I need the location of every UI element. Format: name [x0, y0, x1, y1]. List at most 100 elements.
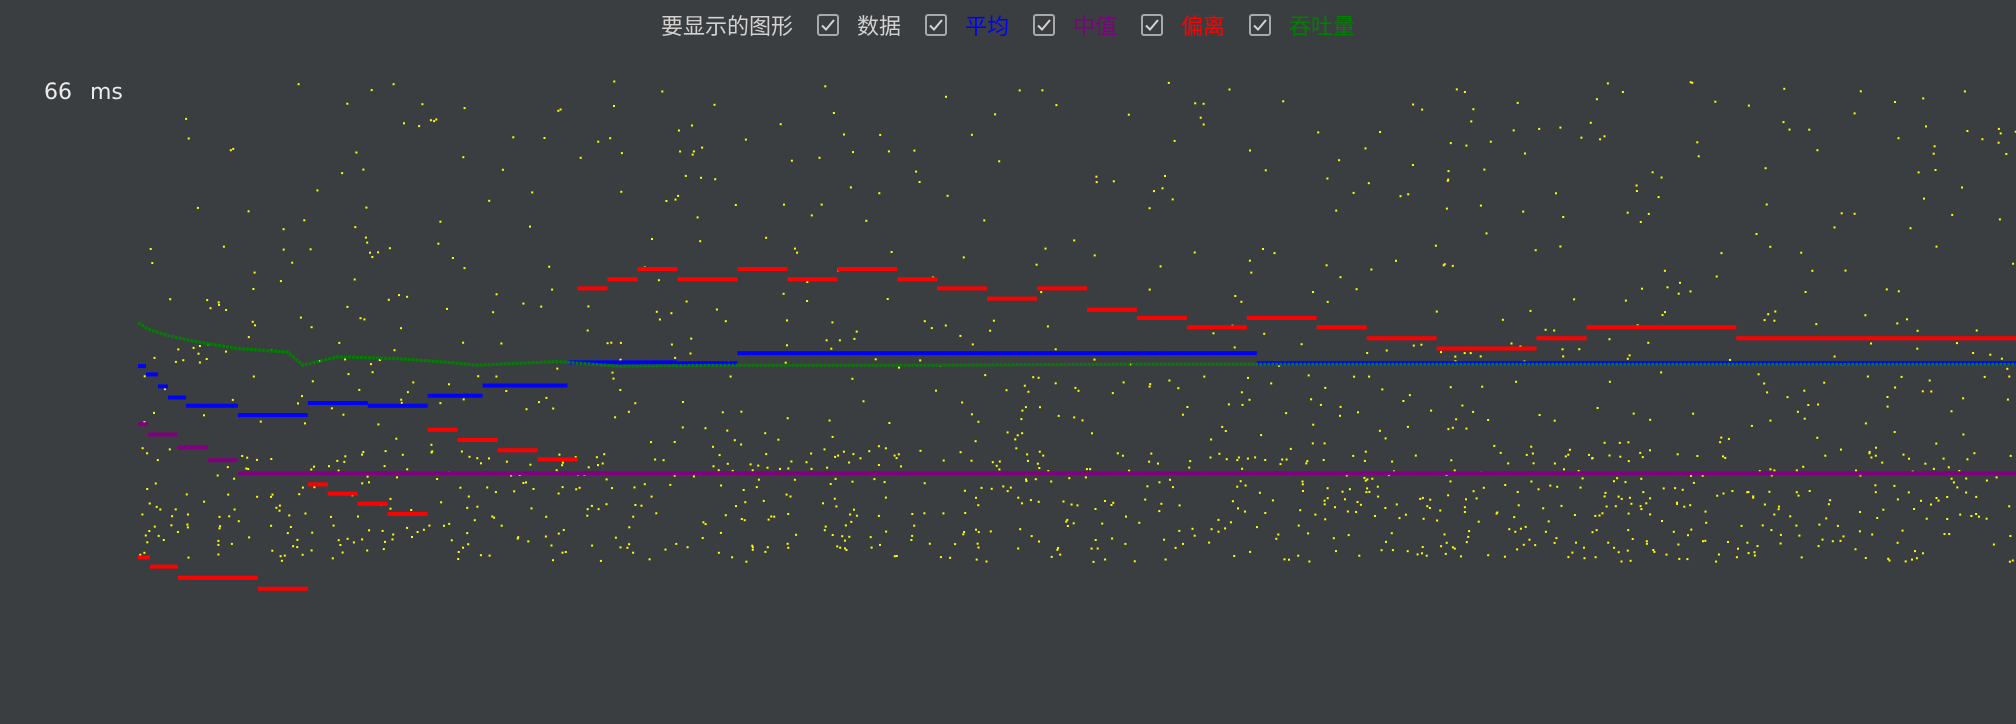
data-point: [785, 493, 788, 496]
data-point: [689, 352, 692, 355]
data-point: [1229, 521, 1232, 524]
data-point: [655, 512, 658, 515]
data-point: [734, 204, 737, 206]
data-point: [829, 483, 832, 485]
data-point: [1933, 145, 1936, 148]
legend-toggle-median[interactable]: 中值: [1033, 9, 1117, 41]
checkbox-data[interactable]: [816, 14, 839, 36]
data-point: [919, 359, 922, 362]
data-point: [835, 505, 838, 508]
data-point: [1603, 441, 1606, 444]
data-point: [1055, 104, 1058, 107]
data-point: [717, 469, 720, 472]
data-point: [1366, 352, 1369, 354]
data-point: [343, 460, 346, 463]
legend-toggle-deviation[interactable]: 偏离: [1141, 9, 1225, 41]
data-point: [1326, 300, 1329, 303]
data-point: [744, 501, 747, 504]
data-point: [1009, 486, 1012, 489]
data-point: [745, 560, 748, 563]
data-point: [1095, 181, 1098, 184]
data-point: [839, 546, 842, 549]
data-point: [962, 256, 965, 259]
checkbox-deviation[interactable]: [1141, 14, 1164, 36]
data-point: [1305, 462, 1308, 465]
data-point: [1970, 515, 1973, 517]
data-point: [1081, 419, 1084, 422]
data-point: [1421, 108, 1424, 111]
data-point: [1842, 535, 1845, 538]
data-point: [823, 448, 826, 451]
checkbox-median[interactable]: [1033, 14, 1055, 36]
data-point: [1920, 499, 1922, 502]
legend-toggle-average[interactable]: 平均: [924, 9, 1009, 41]
data-point: [1696, 455, 1699, 457]
data-point: [1817, 545, 1820, 548]
data-point: [1641, 456, 1644, 459]
data-point: [1050, 480, 1053, 483]
data-point: [995, 464, 998, 467]
data-point: [962, 533, 965, 536]
data-point: [1665, 553, 1668, 556]
data-point: [657, 279, 660, 282]
data-point: [252, 288, 255, 290]
data-point: [388, 247, 391, 250]
data-point: [1606, 82, 1609, 85]
data-point: [945, 95, 947, 98]
data-point: [1006, 490, 1009, 493]
legend-toggle-data[interactable]: 数据: [816, 9, 901, 41]
data-point: [1489, 140, 1492, 143]
data-point: [1747, 491, 1750, 493]
data-point: [1858, 530, 1861, 533]
data-point: [561, 551, 564, 554]
data-point: [1951, 213, 1954, 216]
data-point: [440, 501, 443, 504]
data-point: [834, 477, 837, 480]
data-point: [1066, 525, 1069, 527]
data-point: [1347, 534, 1350, 537]
checkbox-average[interactable]: [924, 14, 947, 36]
data-point: [963, 489, 966, 492]
data-point: [1516, 491, 1519, 493]
data-point: [670, 312, 673, 315]
data-point: [1047, 470, 1050, 472]
legend-toggle-throughput[interactable]: 吞吐量: [1249, 9, 1355, 41]
data-point: [1777, 508, 1780, 511]
data-point: [1311, 442, 1314, 445]
data-point: [279, 280, 282, 283]
data-point: [1626, 211, 1629, 214]
data-point: [1649, 497, 1652, 500]
data-point: [740, 518, 743, 520]
data-point: [550, 544, 553, 547]
data-point: [1717, 553, 1720, 556]
data-point: [1339, 405, 1342, 408]
checkbox-throughput[interactable]: [1249, 14, 1272, 36]
data-point: [1720, 252, 1723, 255]
data-point: [310, 549, 313, 552]
data-point: [1406, 425, 1409, 428]
data-point: [1516, 548, 1519, 551]
data-point: [1778, 505, 1780, 508]
data-point: [1836, 524, 1839, 527]
data-point: [586, 514, 589, 517]
data-point: [1900, 375, 1903, 378]
data-point: [886, 298, 889, 300]
data-point: [1171, 198, 1174, 201]
data-point: [328, 465, 330, 468]
data-point: [558, 453, 561, 456]
data-point: [278, 509, 281, 512]
data-point: [822, 502, 824, 505]
data-point: [556, 367, 559, 370]
data-point: [878, 192, 881, 195]
data-point: [1859, 511, 1861, 513]
data-point: [480, 462, 482, 465]
data-point: [392, 533, 395, 536]
data-point: [303, 219, 306, 222]
data-point: [1148, 460, 1151, 463]
data-point: [225, 350, 227, 353]
data-point: [786, 542, 789, 545]
data-point: [391, 538, 394, 541]
data-point: [1649, 513, 1652, 516]
data-point: [1366, 487, 1369, 490]
data-point: [998, 468, 1001, 471]
